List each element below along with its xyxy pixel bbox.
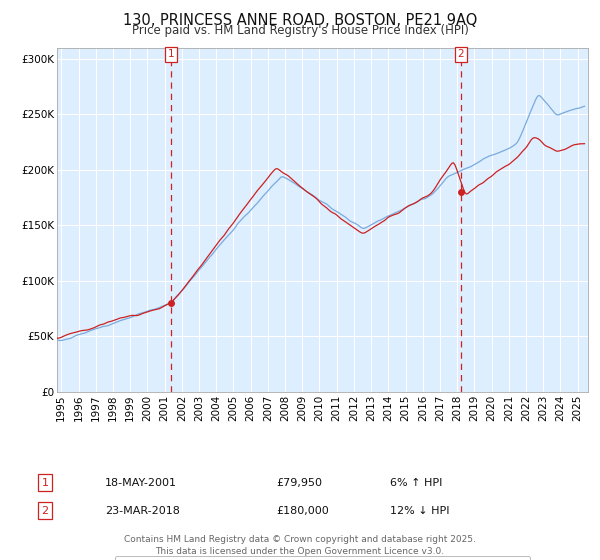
Text: £180,000: £180,000 [276,506,329,516]
Legend: 130, PRINCESS ANNE ROAD, BOSTON, PE21 9AQ (detached house), HPI: Average price, : 130, PRINCESS ANNE ROAD, BOSTON, PE21 9A… [115,556,530,560]
Text: 130, PRINCESS ANNE ROAD, BOSTON, PE21 9AQ: 130, PRINCESS ANNE ROAD, BOSTON, PE21 9A… [123,13,477,28]
Text: 1: 1 [41,478,49,488]
Text: Contains HM Land Registry data © Crown copyright and database right 2025.
This d: Contains HM Land Registry data © Crown c… [124,535,476,556]
Text: 6% ↑ HPI: 6% ↑ HPI [390,478,442,488]
Text: 23-MAR-2018: 23-MAR-2018 [105,506,180,516]
Text: Price paid vs. HM Land Registry's House Price Index (HPI): Price paid vs. HM Land Registry's House … [131,24,469,36]
Text: 1: 1 [167,49,174,59]
Text: 12% ↓ HPI: 12% ↓ HPI [390,506,449,516]
Text: £79,950: £79,950 [276,478,322,488]
Text: 2: 2 [41,506,49,516]
Text: 18-MAY-2001: 18-MAY-2001 [105,478,177,488]
Text: 2: 2 [458,49,464,59]
